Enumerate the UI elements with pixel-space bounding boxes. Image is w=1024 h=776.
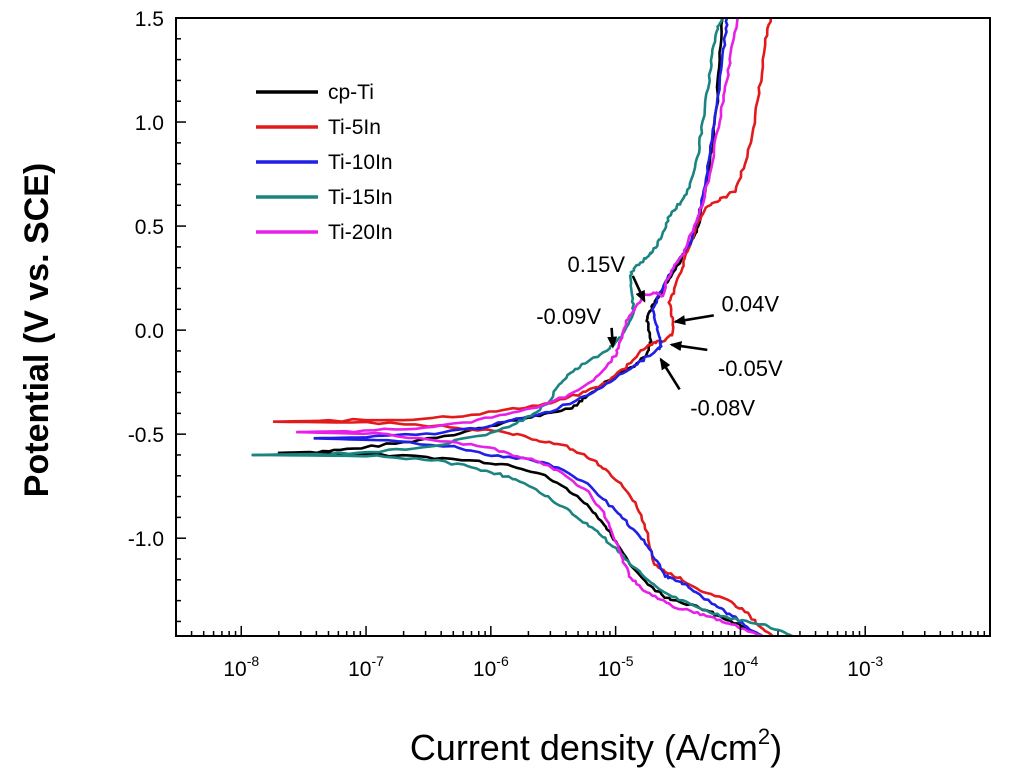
series-line-ti-10in-anodic bbox=[313, 17, 729, 440]
annotation-arrow bbox=[659, 357, 681, 391]
x-tick-exponent: -3 bbox=[871, 653, 884, 669]
x-tick-label: 10-8 bbox=[223, 653, 259, 681]
legend-label: cp-Ti bbox=[328, 81, 374, 104]
y-axis-title: Potential (V vs. SCE) bbox=[18, 163, 56, 497]
series-line-ti-5in-cathodic bbox=[273, 420, 774, 637]
x-tick-exponent: -7 bbox=[371, 653, 384, 669]
plot-frame bbox=[175, 17, 991, 637]
x-tick-exponent: -4 bbox=[746, 653, 759, 669]
x-tick-label: 10-5 bbox=[598, 653, 634, 681]
y-axis-ticks: 1.5 1.0 0.5 0.0 -0.5 -1.0 bbox=[128, 8, 186, 623]
x-axis-title-sup: 2 bbox=[758, 724, 770, 749]
x-tick-label: 10-6 bbox=[473, 653, 509, 681]
series-line-ti-15in-cathodic bbox=[251, 453, 793, 638]
annotation-label: -0.05V bbox=[718, 356, 783, 381]
legend-label: Ti-10In bbox=[328, 151, 393, 174]
x-tick-base: 10 bbox=[348, 658, 371, 681]
series-line-ti-15in-anodic bbox=[251, 17, 724, 457]
x-axis-title: Current density (A/cm2) bbox=[410, 724, 782, 768]
series-layer bbox=[251, 17, 793, 638]
y-tick-label: 1.5 bbox=[135, 8, 164, 31]
x-tick-label: 10-7 bbox=[348, 653, 384, 681]
annotation-layer: 0.15V -0.09V 0.04V -0.05V -0.08V bbox=[536, 252, 783, 421]
x-axis-title-close: ) bbox=[770, 727, 782, 768]
x-tick-exponent: -6 bbox=[496, 653, 509, 669]
annotation-label: 0.15V bbox=[568, 252, 626, 277]
y-tick-label: 0.0 bbox=[135, 320, 164, 343]
legend-label: Ti-20In bbox=[328, 221, 393, 244]
series-line-ti-20in-anodic bbox=[297, 17, 739, 434]
series-line-ti-10in-cathodic bbox=[313, 437, 764, 638]
annotation-arrow bbox=[669, 341, 708, 352]
y-tick-label: 0.5 bbox=[135, 216, 164, 239]
y-tick-label: -0.5 bbox=[128, 424, 164, 447]
annotation-label: -0.09V bbox=[536, 304, 601, 329]
x-tick-exponent: -5 bbox=[621, 653, 634, 669]
x-axis-ticks: 10-8 10-7 10-6 10-5 10-4 10-3 bbox=[175, 626, 991, 681]
x-tick-base: 10 bbox=[223, 658, 246, 681]
x-axis-title-main: Current density (A/cm bbox=[410, 727, 758, 768]
legend: cp-Ti Ti-5In Ti-10In Ti-15In Ti-20In bbox=[256, 81, 393, 244]
x-tick-label: 10-3 bbox=[847, 653, 883, 681]
x-tick-base: 10 bbox=[723, 658, 746, 681]
annotation-arrow bbox=[631, 275, 646, 303]
x-tick-exponent: -8 bbox=[247, 653, 260, 669]
x-tick-base: 10 bbox=[598, 658, 621, 681]
x-tick-label: 10-4 bbox=[723, 653, 759, 681]
x-tick-base: 10 bbox=[473, 658, 496, 681]
y-tick-label: -1.0 bbox=[128, 528, 164, 551]
series-line-ti-20in-cathodic bbox=[296, 430, 763, 638]
y-tick-label: 1.0 bbox=[135, 112, 164, 135]
annotation-label: 0.04V bbox=[722, 291, 780, 316]
annotation-arrow bbox=[607, 327, 618, 349]
x-tick-base: 10 bbox=[847, 658, 870, 681]
legend-label: Ti-15In bbox=[328, 186, 393, 209]
annotation-arrow bbox=[673, 314, 715, 326]
annotation-label: -0.08V bbox=[690, 395, 755, 420]
legend-label: Ti-5In bbox=[328, 116, 381, 139]
